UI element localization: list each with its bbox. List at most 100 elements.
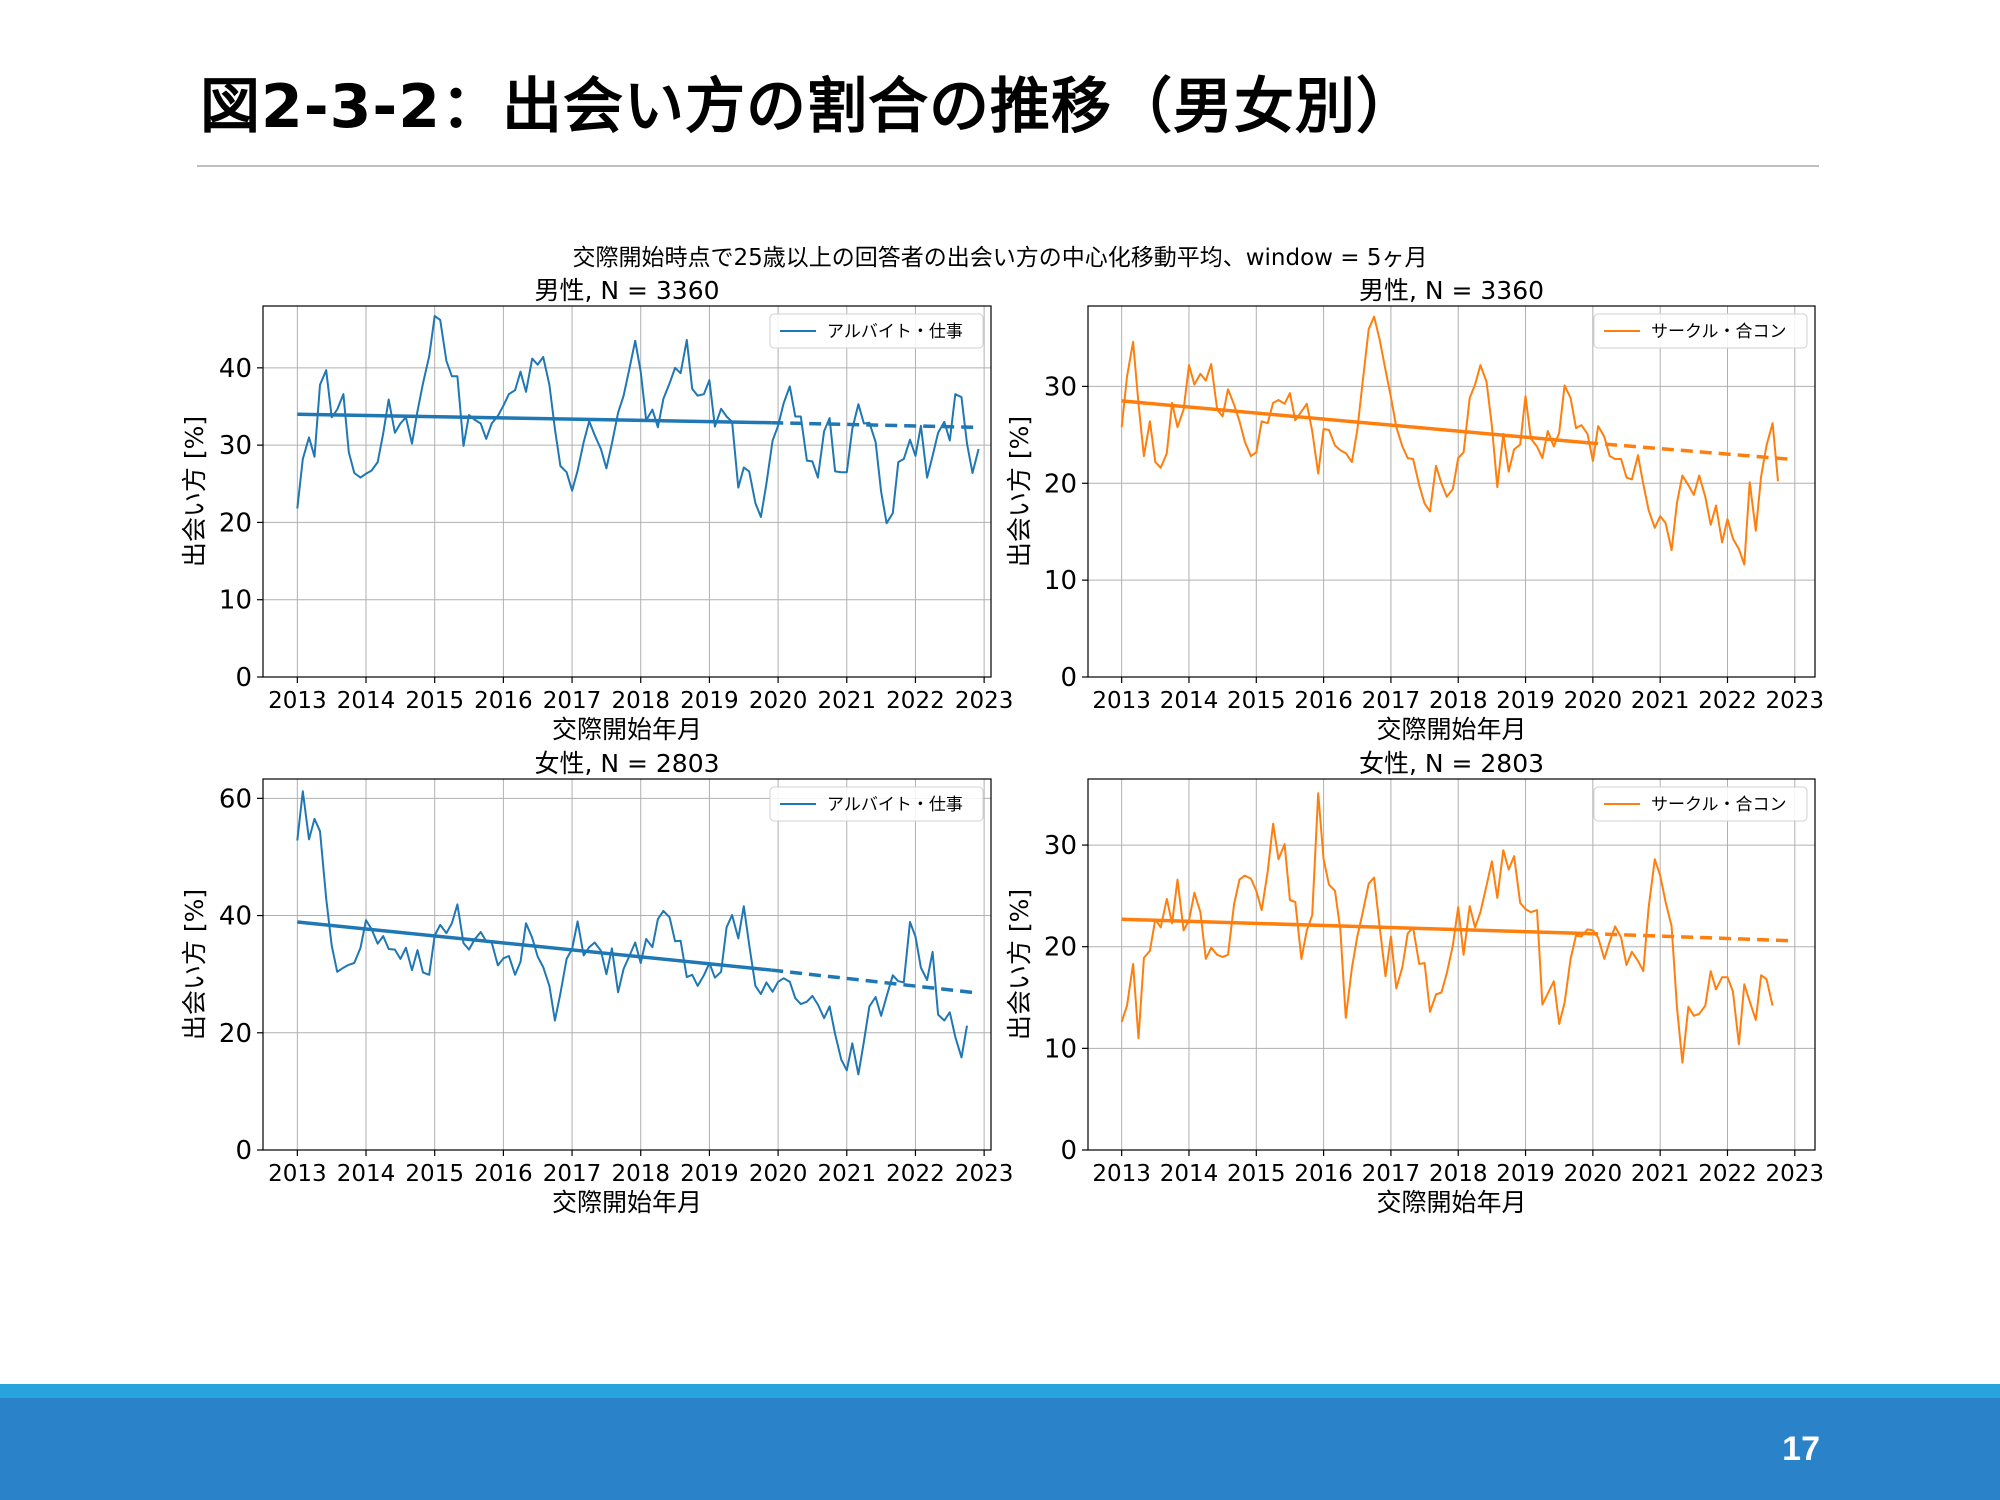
trend-line-projection (771, 968, 978, 995)
legend-box (769, 313, 984, 349)
x-tick-label: 2014 (337, 688, 396, 714)
footer-stripe (0, 1384, 2000, 1398)
legend: サークル・合コン (1593, 786, 1808, 822)
page-number: 17 (1782, 1430, 1820, 1468)
x-tick-label: 2021 (818, 1161, 877, 1187)
chart-panels: 2013 2014 2015 2016 2017 2018 2019 2020 2021 2022… (180, 276, 1824, 1217)
x-tick-label: 2023 (955, 688, 1014, 714)
legend: アルバイト・仕事 (769, 786, 984, 822)
legend: アルバイト・仕事 (769, 313, 984, 349)
trend-line-projection (1586, 931, 1789, 943)
y-tick-label: 30 (219, 431, 252, 461)
legend-box (1593, 786, 1808, 822)
y-tick-label: 20 (219, 1019, 252, 1049)
x-tick-label: 2021 (1631, 1161, 1690, 1187)
trend-line-fit (297, 920, 772, 972)
x-tick-label: 2014 (337, 1161, 396, 1187)
x-tick-label: 2019 (1496, 1161, 1555, 1187)
x-tick-label: 2015 (1227, 1161, 1286, 1187)
x-tick-label: 2018 (611, 688, 670, 714)
panel-title: 女性, N = 2803 (534, 749, 719, 778)
y-tick-label: 60 (219, 784, 252, 814)
y-tick-label: 30 (1044, 831, 1077, 861)
panel-title: 男性, N = 3360 (1359, 276, 1544, 305)
y-tick-label: 0 (1060, 663, 1077, 693)
x-tick-label: 2023 (1766, 688, 1825, 714)
x-tick-label: 2021 (818, 688, 877, 714)
x-tick-label: 2015 (405, 1161, 464, 1187)
x-axis-label: 交際開始年月 (1376, 1188, 1526, 1217)
trend-line-fit (1121, 399, 1587, 445)
x-tick-label: 2020 (1564, 1161, 1623, 1187)
panel-title: 男性, N = 3360 (534, 276, 719, 305)
trend-line-fit (297, 412, 772, 425)
y-tick-label: 20 (219, 508, 252, 538)
x-tick-label: 2013 (1092, 688, 1151, 714)
x-tick-label: 2022 (886, 1161, 945, 1187)
figure-suptitle: 交際開始時点で25歳以上の回答者の出会い方の中心化移動平均、window = 5… (572, 245, 1427, 271)
legend-box (1593, 313, 1808, 349)
y-tick-label: 0 (1060, 1136, 1077, 1166)
chart-panel-3: 2013 2014 2015 2016 2017 2018 2019 2020 2021 2022… (180, 749, 1013, 1217)
chart-panel-1: 2013 2014 2015 2016 2017 2018 2019 2020 2021 2022… (180, 276, 1013, 744)
plot-frame (262, 305, 992, 678)
trend-line-projection (771, 420, 978, 430)
x-tick-label: 2014 (1160, 1161, 1219, 1187)
y-tick-label: 10 (219, 586, 252, 616)
x-tick-label: 2016 (1294, 688, 1353, 714)
legend-label: アルバイト・仕事 (827, 322, 963, 342)
series-line (1120, 315, 1779, 566)
legend-label: アルバイト・仕事 (827, 795, 963, 815)
x-tick-label: 2017 (543, 688, 602, 714)
x-axis-label: 交際開始年月 (552, 715, 702, 744)
x-tick-label: 2016 (474, 1161, 533, 1187)
x-tick-label: 2019 (680, 1161, 739, 1187)
x-tick-label: 2022 (1698, 688, 1757, 714)
x-tick-label: 2017 (1362, 1161, 1421, 1187)
legend-label: サークル・合コン (1651, 322, 1787, 342)
series-line (296, 790, 968, 1076)
x-tick-label: 2013 (1092, 1161, 1151, 1187)
trend-line-projection (1585, 440, 1789, 461)
footer-bar (0, 1398, 2000, 1500)
x-tick-label: 2023 (955, 1161, 1014, 1187)
chart-panel-2: 2013 2014 2015 2016 2017 2018 2019 2020 2021 2022… (1005, 276, 1824, 744)
figure: 交際開始時点で25歳以上の回答者の出会い方の中心化移動平均、window = 5… (180, 245, 1824, 1217)
y-tick-label: 10 (1044, 566, 1077, 596)
y-tick-label: 40 (219, 902, 252, 932)
y-tick-label: 40 (219, 354, 252, 384)
legend-label: サークル・合コン (1651, 795, 1787, 815)
y-tick-label: 0 (235, 663, 252, 693)
y-axis-label: 出会い方 [%] (1005, 416, 1034, 567)
x-tick-label: 2021 (1631, 688, 1690, 714)
series-line (1120, 792, 1774, 1064)
x-tick-label: 2016 (474, 688, 533, 714)
y-axis-label: 出会い方 [%] (1005, 889, 1034, 1040)
title-divider (197, 165, 1819, 167)
y-tick-label: 0 (235, 1136, 252, 1166)
legend: サークル・合コン (1593, 313, 1808, 349)
x-tick-label: 2023 (1766, 1161, 1825, 1187)
plot-frame (1087, 778, 1816, 1151)
x-tick-label: 2015 (1227, 688, 1286, 714)
x-tick-label: 2017 (543, 1161, 602, 1187)
x-tick-label: 2014 (1160, 688, 1219, 714)
x-tick-label: 2020 (749, 1161, 808, 1187)
y-tick-label: 20 (1044, 933, 1077, 963)
y-axis-label: 出会い方 [%] (180, 416, 209, 567)
plot-frame (1087, 305, 1816, 678)
x-tick-label: 2018 (611, 1161, 670, 1187)
legend-box (769, 786, 984, 822)
trend-line-fit (1121, 917, 1587, 936)
slide-title: 図2-3-2：出会い方の割合の推移（男女別） (200, 72, 1418, 142)
x-tick-label: 2022 (886, 688, 945, 714)
x-tick-label: 2020 (1564, 688, 1623, 714)
x-tick-label: 2015 (405, 688, 464, 714)
x-tick-label: 2019 (680, 688, 739, 714)
y-tick-label: 30 (1044, 372, 1077, 402)
x-tick-label: 2019 (1496, 688, 1555, 714)
panel-title: 女性, N = 2803 (1359, 749, 1544, 778)
x-tick-label: 2016 (1294, 1161, 1353, 1187)
chart-panel-4: 2013 2014 2015 2016 2017 2018 2019 2020 2021 2022… (1005, 749, 1824, 1217)
plot-frame (262, 778, 992, 1151)
